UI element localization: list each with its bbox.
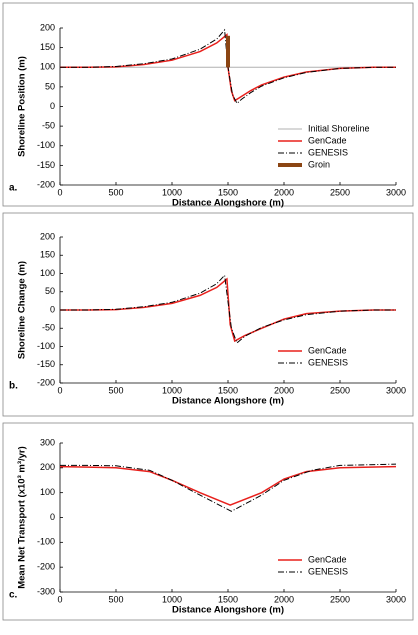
y-tick-label: -100 [37, 140, 55, 150]
x-tick-label: 3000 [386, 594, 406, 604]
y-axis-title: Shoreline Position (m) [17, 56, 28, 157]
legend-label: GENESIS [308, 566, 348, 576]
y-tick-label: -150 [37, 359, 55, 369]
x-tick-label: 2500 [330, 385, 350, 395]
legend-label: GenCade [308, 135, 347, 145]
panel-frame [2, 212, 414, 417]
x-tick-label: 0 [57, 594, 62, 604]
panel-label: b. [9, 381, 18, 392]
x-axis-title: Distance Alongshore (m) [172, 605, 284, 616]
y-tick-label: 0 [50, 101, 55, 111]
y-tick-label: -200 [37, 179, 55, 189]
legend-label: Groin [308, 159, 330, 169]
legend-label: GENESIS [308, 357, 348, 367]
x-axis-title: Distance Alongshore (m) [172, 396, 284, 407]
x-tick-label: 1500 [218, 385, 238, 395]
y-tick-label: -50 [42, 121, 55, 131]
panel-frame [2, 422, 414, 621]
series-line [59, 465, 397, 506]
y-tick-label: 200 [40, 231, 55, 241]
x-tick-label: 1500 [218, 187, 238, 197]
x-tick-label: 1000 [162, 385, 182, 395]
y-tick-label: 200 [40, 462, 55, 472]
x-tick-label: 500 [108, 594, 123, 604]
x-axis-title: Distance Alongshore (m) [172, 198, 284, 209]
x-tick-label: 0 [57, 187, 62, 197]
legend-label: GenCade [308, 345, 347, 355]
x-tick-label: 2000 [274, 594, 294, 604]
x-tick-label: 2000 [274, 187, 294, 197]
series-line [60, 277, 396, 343]
y-tick-label: 300 [40, 437, 55, 447]
x-tick-label: 1000 [162, 594, 182, 604]
x-tick-label: 0 [57, 385, 62, 395]
x-tick-label: 2000 [274, 385, 294, 395]
legend-label: GENESIS [308, 147, 348, 157]
y-axis-title: Shoreline Change (m) [17, 261, 28, 359]
x-tick-label: 1500 [218, 594, 238, 604]
y-tick-label: -100 [37, 537, 55, 547]
y-tick-label: 100 [40, 268, 55, 278]
y-axis-title: Mean Net Transport (x10³ m³/yr) [17, 446, 28, 589]
x-tick-label: 3000 [386, 385, 406, 395]
y-tick-label: 0 [50, 304, 55, 314]
x-tick-label: 1000 [162, 187, 182, 197]
y-tick-label: 200 [40, 22, 55, 32]
y-tick-label: -300 [37, 586, 55, 596]
panel-label: a. [9, 183, 18, 194]
y-tick-label: 150 [40, 42, 55, 52]
y-tick-label: -200 [37, 377, 55, 387]
panel-label: c. [9, 590, 18, 601]
y-tick-label: 50 [45, 286, 55, 296]
x-tick-label: 500 [108, 385, 123, 395]
x-tick-label: 3000 [386, 187, 406, 197]
y-tick-label: 150 [40, 250, 55, 260]
y-tick-label: -150 [37, 160, 55, 170]
panel-frame [2, 2, 414, 207]
series-line [60, 274, 396, 344]
x-tick-label: 500 [108, 187, 123, 197]
x-tick-label: 2500 [330, 187, 350, 197]
y-tick-label: 50 [45, 81, 55, 91]
series-line [60, 463, 397, 512]
x-tick-label: 2500 [330, 594, 350, 604]
y-tick-label: -200 [37, 562, 55, 572]
y-tick-label: -100 [37, 341, 55, 351]
legend-label: GenCade [308, 554, 347, 564]
legend-label: Initial Shoreline [308, 123, 370, 133]
y-tick-label: 100 [40, 62, 55, 72]
y-tick-label: 0 [50, 512, 55, 522]
y-tick-label: 100 [40, 487, 55, 497]
y-tick-label: -50 [42, 323, 55, 333]
